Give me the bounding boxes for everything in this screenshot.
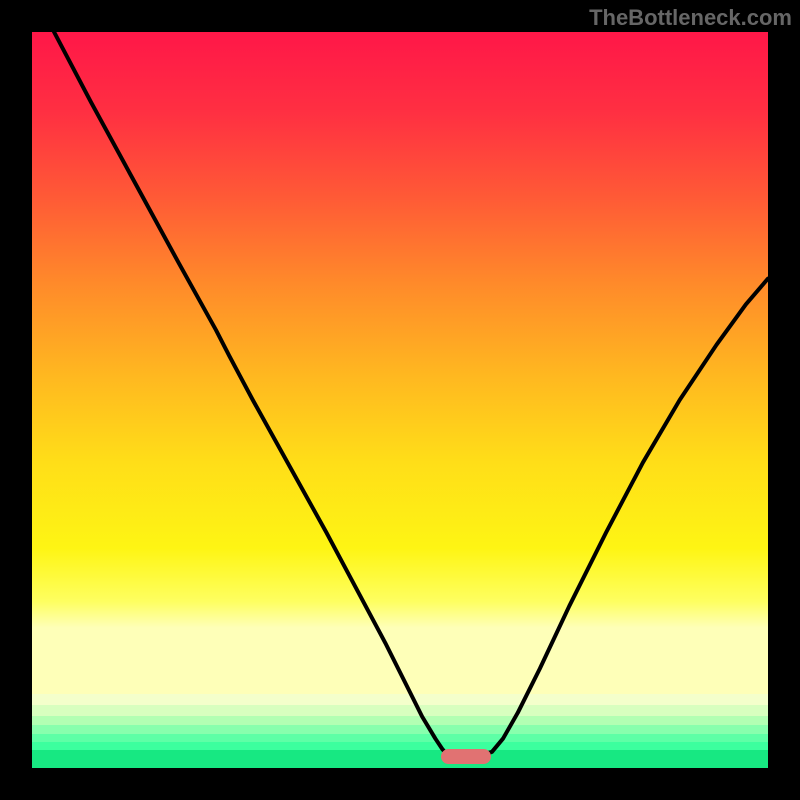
chart-frame: TheBottleneck.com xyxy=(0,0,800,800)
watermark-text: TheBottleneck.com xyxy=(589,5,792,31)
optimal-point-marker xyxy=(441,749,491,764)
plot-area xyxy=(32,32,768,768)
bottleneck-curve xyxy=(32,32,768,768)
bottleneck-curve-path xyxy=(54,32,768,756)
